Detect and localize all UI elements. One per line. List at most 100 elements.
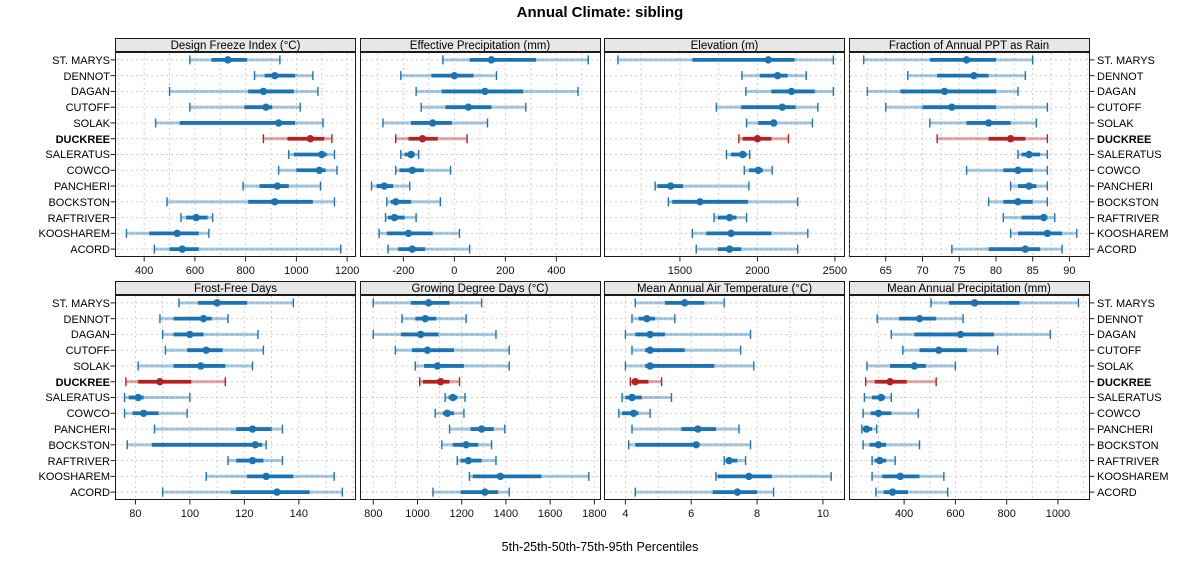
interval-elevation-m-st-marys — [617, 55, 835, 65]
interval-fraction-of-annual-ppt-as-rain-cowco — [965, 165, 1048, 175]
row-label-dennot: DENNOT — [1097, 70, 1144, 83]
x-tick-label: 1000 — [1045, 508, 1069, 520]
interval-fraction-of-annual-ppt-as-rain-dennot — [906, 71, 1026, 81]
interval-design-freeze-index-c-cowco — [277, 165, 338, 175]
panel-chart-mean-annual-precipitation-mm: 400 600 800 1000 — [848, 295, 1094, 520]
interval-growing-degree-days-c-bockston — [440, 440, 492, 450]
interval-mean-annual-precipitation-mm-saleratus — [863, 393, 892, 402]
interval-frost-free-days-dennot — [159, 314, 229, 324]
interval-growing-degree-days-c-pancheri — [448, 424, 506, 434]
interval-effective-precipitation-mm-koosharem — [377, 228, 460, 238]
interval-mean-annual-air-temperature-c-cowco — [618, 408, 651, 418]
interval-design-freeze-index-c-cutoff — [189, 102, 301, 112]
x-tick-label: 140 — [290, 508, 308, 520]
x-tick-label: 80 — [989, 265, 1001, 277]
row-label-cowco: COWCO — [1097, 165, 1141, 178]
row-label-bockston: BOCKSTON — [48, 196, 110, 209]
panel-chart-effective-precipitation-mm: -200 0 200 400 — [359, 52, 601, 277]
interval-mean-annual-precipitation-mm-cowco — [861, 408, 919, 418]
x-tick-label: 90 — [1063, 265, 1075, 277]
interval-fraction-of-annual-ppt-as-rain-cutoff — [884, 102, 1048, 112]
station-labels-right: ST. MARYS DENNOT DAGAN CUTOFF SOLAK DUCKREE SA… — [1097, 296, 1197, 501]
interval-frost-free-days-duckree — [125, 377, 226, 387]
interval-mean-annual-precipitation-mm-solak — [865, 361, 956, 371]
interval-mean-annual-air-temperature-c-raftriver — [723, 456, 747, 466]
row-label-st-marys: ST. MARYS — [1097, 297, 1155, 310]
interval-design-freeze-index-c-pancheri — [242, 181, 322, 191]
row-label-solak: SOLAK — [73, 117, 110, 130]
interval-effective-precipitation-mm-bockston — [385, 197, 441, 207]
row-label-cowco: COWCO — [66, 165, 110, 178]
row-label-cutoff: CUTOFF — [65, 345, 110, 358]
x-tick-label: 400 — [894, 508, 912, 520]
interval-elevation-m-raftriver — [713, 213, 748, 223]
panel-fraction-of-annual-ppt-as-rain: Fraction of Annual PPT as Rain 65 70 75 80 85… — [848, 38, 1094, 279]
row-label-saleratus: SALERATUS — [1097, 149, 1162, 162]
interval-design-freeze-index-c-dennot — [253, 71, 314, 81]
interval-growing-degree-days-c-dagan — [372, 329, 497, 339]
row-label-dagan: DAGAN — [70, 86, 110, 99]
interval-elevation-m-cutoff — [715, 102, 819, 112]
row-label-cutoff: CUTOFF — [1097, 102, 1142, 115]
panel-strip-growing-degree-days-c: Growing Degree Days (°C) — [359, 281, 601, 295]
band-top: ST. MARYS DENNOT DAGAN CUTOFF SOLAK DUCKREE SA… — [0, 38, 1200, 283]
interval-effective-precipitation-mm-solak — [381, 118, 488, 128]
row-label-bockston: BOCKSTON — [1097, 439, 1159, 452]
axis-caption: 5th-25th-50th-75th-95th Percentiles — [501, 540, 699, 554]
interval-design-freeze-index-c-koosharem — [125, 228, 210, 238]
x-tick-label: 1600 — [537, 508, 561, 520]
interval-elevation-m-solak — [745, 118, 814, 128]
interval-mean-annual-precipitation-mm-bockston — [861, 440, 920, 450]
station-labels-left: ST. MARYS DENNOT DAGAN CUTOFF SOLAK DUCKREE SA… — [0, 53, 110, 258]
interval-growing-degree-days-c-dennot — [400, 314, 467, 324]
x-tick-label: 1200 — [449, 508, 473, 520]
x-tick-label: 600 — [186, 265, 204, 277]
x-tick-label: 1000 — [405, 508, 429, 520]
interval-mean-annual-air-temperature-c-pancheri — [631, 424, 740, 434]
interval-frost-free-days-solak — [137, 361, 254, 371]
row-label-pancheri: PANCHERI — [53, 424, 110, 436]
x-tick-label: 800 — [236, 265, 254, 277]
interval-growing-degree-days-c-acord — [431, 487, 510, 497]
interval-frost-free-days-dagan — [161, 329, 259, 339]
interval-effective-precipitation-mm-raftriver — [384, 213, 417, 223]
x-tick-label: 2500 — [823, 265, 847, 277]
interval-mean-annual-precipitation-mm-koosharem — [870, 471, 945, 481]
chart-title: Annual Climate: sibling — [516, 4, 684, 21]
interval-effective-precipitation-mm-saleratus — [399, 150, 419, 159]
row-label-raftriver: RAFTRIVER — [47, 212, 110, 225]
interval-design-freeze-index-c-saleratus — [288, 150, 336, 159]
interval-growing-degree-days-c-cutoff — [394, 345, 510, 355]
panel-strip-effective-precipitation-mm: Effective Precipitation (mm) — [359, 38, 601, 52]
interval-elevation-m-saleratus — [725, 150, 751, 159]
interval-fraction-of-annual-ppt-as-rain-bockston — [987, 197, 1048, 207]
row-label-pancheri: PANCHERI — [1097, 181, 1154, 193]
x-tick-label: 4 — [622, 508, 628, 520]
interval-effective-precipitation-mm-dagan — [414, 86, 579, 96]
interval-elevation-m-duckree — [738, 134, 790, 144]
row-label-solak: SOLAK — [73, 360, 110, 373]
interval-frost-free-days-cutoff — [164, 345, 265, 355]
interval-mean-annual-air-temperature-c-acord — [634, 487, 775, 497]
row-label-koosharem: KOOSHAREM — [38, 228, 110, 241]
row-label-duckree: DUCKREE — [55, 376, 110, 389]
interval-mean-annual-air-temperature-c-bockston — [627, 440, 752, 450]
row-label-cutoff: CUTOFF — [1097, 345, 1142, 358]
interval-effective-precipitation-mm-acord — [386, 244, 470, 254]
row-label-acord: ACORD — [1097, 487, 1137, 500]
interval-growing-degree-days-c-solak — [414, 361, 510, 371]
interval-frost-free-days-cowco — [123, 408, 188, 418]
interval-mean-annual-air-temperature-c-cutoff — [631, 345, 742, 355]
panel-frost-free-days: Frost-Free Days 80 100 120 140 — [110, 281, 356, 522]
interval-elevation-m-pancheri — [654, 181, 750, 191]
panel-growing-degree-days-c: Growing Degree Days (°C) 800 1000 1200 1400 1… — [359, 281, 606, 522]
x-tick-label: 2000 — [745, 265, 769, 277]
interval-mean-annual-air-temperature-c-st-marys — [634, 298, 725, 308]
row-label-dagan: DAGAN — [1097, 329, 1137, 342]
x-tick-label: 120 — [235, 508, 253, 520]
panel-chart-frost-free-days: 80 100 120 140 — [110, 295, 356, 520]
row-label-cowco: COWCO — [66, 408, 110, 421]
row-label-duckree: DUCKREE — [1097, 133, 1152, 146]
row-label-cutoff: CUTOFF — [65, 102, 110, 115]
row-label-st-marys: ST. MARYS — [52, 54, 110, 67]
